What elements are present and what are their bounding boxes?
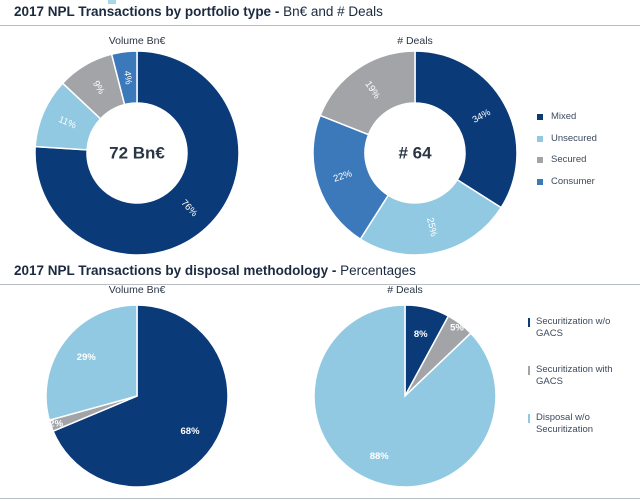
section-title-sub: Bn€ and # Deals — [283, 4, 383, 19]
section-title-disposal-methodology: 2017 NPL Transactions by disposal method… — [14, 263, 416, 278]
legend-item-unsecured: Unsecured — [537, 133, 597, 144]
slice-label: 5% — [450, 323, 464, 334]
slice-label: 25% — [424, 217, 439, 238]
legend-label: Consumer — [551, 176, 595, 187]
legend-swatch — [537, 156, 543, 163]
slice-secured — [319, 50, 416, 136]
legend-label: Secured — [551, 154, 587, 165]
legend-label: Disposal w/o Securitization — [536, 412, 594, 435]
legend-item-mixed: Mixed — [537, 111, 576, 122]
donut-center-label: 72 Bn€ — [109, 143, 165, 162]
slice-label: 4% — [121, 70, 134, 86]
section-title-main: 2017 NPL Transactions by portfolio type … — [14, 4, 284, 19]
chart-title: Volume Bn€ — [109, 35, 166, 47]
donut-center-label: # 64 — [398, 143, 432, 162]
legend-swatch — [537, 135, 543, 142]
chart-1: Volume Bn€76%11%9%4%72 Bn€ — [34, 35, 240, 256]
section-title-main: 2017 NPL Transactions by disposal method… — [14, 263, 341, 278]
legend-swatch — [528, 414, 530, 423]
slice-securitization-w-o-gacs — [52, 304, 229, 488]
legend-item-consumer: Consumer — [537, 176, 595, 187]
legend-label: Securitization w/o GACS — [536, 316, 611, 339]
section-title-portfolio-type: 2017 NPL Transactions by portfolio type … — [14, 4, 383, 19]
slice-label: 88% — [370, 451, 390, 462]
slice-unsecured — [359, 178, 503, 256]
slice-mixed — [414, 50, 518, 209]
legend-label: Unsecured — [551, 133, 597, 144]
legend-item-securitization-without-gacs: Securitization w/o GACS — [528, 316, 628, 340]
divider-top — [0, 25, 640, 26]
slice-label: 8% — [414, 329, 428, 340]
chart-title: Volume Bn€ — [109, 284, 166, 296]
section-title-sub: Percentages — [340, 263, 416, 278]
legend-label: Mixed — [551, 111, 577, 122]
slice-mixed — [34, 50, 240, 256]
chart-3: Volume Bn€ 68% 2% 29% — [45, 284, 229, 488]
slice-consumer — [110, 50, 138, 106]
legend-swatch — [537, 178, 543, 185]
chart-title: # Deals — [387, 284, 423, 296]
slice-label: 68% — [181, 426, 201, 437]
legend-item-disposal-without-securitization: Disposal w/o Securitization — [528, 412, 628, 436]
chart-title: # Deals — [397, 35, 433, 47]
divider-middle — [0, 284, 640, 285]
title-accent-bar — [108, 0, 116, 4]
slice-label: 2% — [49, 418, 63, 429]
legend-swatch — [528, 318, 530, 327]
slice-disposal-w-o-securitization — [45, 304, 138, 422]
slice-label: 29% — [77, 352, 97, 363]
legend-swatch — [537, 113, 543, 120]
legend-label: Securitization with GACS — [536, 364, 613, 387]
slice-consumer — [312, 114, 390, 241]
legend-item-securitization-with-gacs: Securitization with GACS — [528, 364, 628, 388]
chart-4: # Deals 8% 5% 88% — [313, 284, 497, 488]
legend-item-secured: Secured — [537, 154, 586, 165]
divider-bottom — [0, 498, 640, 499]
legend-swatch — [528, 366, 530, 375]
slice-disposal-w-o-securitization — [313, 304, 497, 488]
